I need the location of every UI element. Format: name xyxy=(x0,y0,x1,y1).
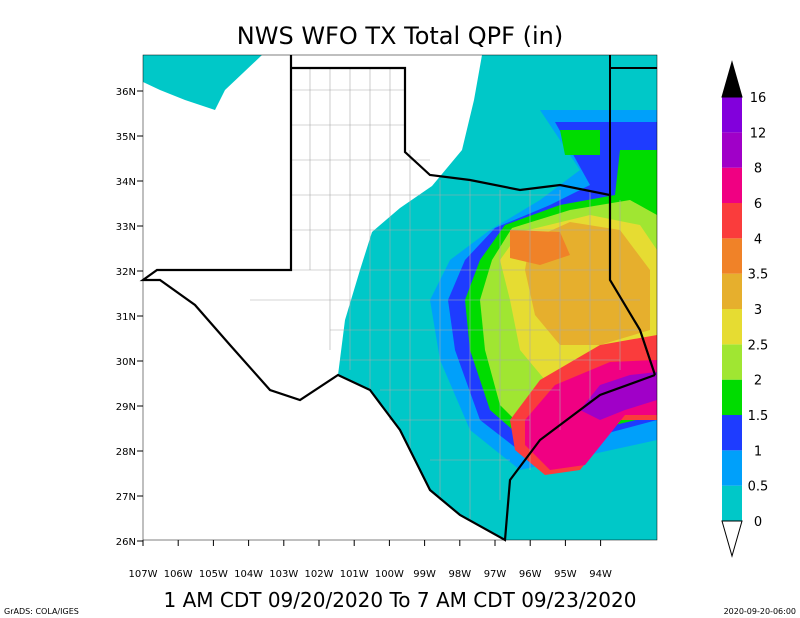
timestamp: 2020-09-20-06:00 xyxy=(724,607,796,616)
precip-area xyxy=(143,55,262,110)
lon-label: 96W xyxy=(519,569,542,580)
colorbar-label: 12 xyxy=(750,126,767,141)
colorbar-segment xyxy=(722,379,742,415)
lat-label: 33N xyxy=(116,222,136,233)
lon-label: 97W xyxy=(484,569,507,580)
colorbar-segment xyxy=(722,485,742,521)
colorbar-label: 3 xyxy=(754,303,762,318)
precip-area xyxy=(580,372,657,420)
lat-label: 29N xyxy=(116,402,136,413)
colorbar-segment xyxy=(722,273,742,309)
period: 1 AM CDT 09/20/2020 To 7 AM CDT 09/23/20… xyxy=(164,588,637,612)
lon-label: 99W xyxy=(413,569,436,580)
lat-label: 36N xyxy=(116,87,136,98)
lon-label: 103W xyxy=(269,569,298,580)
colorbar-label: 16 xyxy=(750,91,767,106)
colorbar-label: 3.5 xyxy=(748,268,769,283)
colorbar-label: 1.5 xyxy=(748,409,769,424)
lat-label: 32N xyxy=(116,267,136,278)
precip-area xyxy=(560,130,600,155)
lon-label: 107W xyxy=(129,569,158,580)
lat-label: 30N xyxy=(116,357,136,368)
colorbar-segment xyxy=(722,167,742,203)
lon-label: 95W xyxy=(554,569,577,580)
colorbar-segment xyxy=(722,238,742,274)
lon-label: 98W xyxy=(448,569,471,580)
colorbar-label: 2 xyxy=(754,374,762,389)
precip-area xyxy=(510,230,570,265)
colorbar-label: 6 xyxy=(754,197,762,212)
colorbar-label: 8 xyxy=(754,162,762,177)
colorbar-label: 0 xyxy=(754,515,762,530)
colorbar-label: 1 xyxy=(754,444,762,459)
lon-label: 105W xyxy=(199,569,228,580)
colorbar-segment xyxy=(722,309,742,345)
lon-label: 102W xyxy=(305,569,334,580)
map xyxy=(139,54,658,542)
lat-label: 35N xyxy=(116,132,136,143)
lon-label: 106W xyxy=(164,569,193,580)
colorbar-segment xyxy=(722,450,742,486)
lon-labels: 107W 106W 105W 104W 103W 102W 101W 100W 99W 98W 97… xyxy=(129,540,612,580)
lat-label: 26N xyxy=(116,537,136,548)
lat-label: 31N xyxy=(116,312,136,323)
state-border xyxy=(609,55,657,195)
map-frame xyxy=(142,54,658,541)
colorbar-segment xyxy=(722,203,742,239)
lon-label: 101W xyxy=(340,569,369,580)
lon-label: 100W xyxy=(375,569,404,580)
colorbar-label: 4 xyxy=(754,232,762,247)
title: NWS WFO TX Total QPF (in) xyxy=(237,22,563,50)
lat-label: 28N xyxy=(116,447,136,458)
lon-label: 104W xyxy=(234,569,263,580)
colorbar-under xyxy=(721,520,743,558)
credit: GrADS: COLA/IGES xyxy=(4,607,79,616)
colorbar-label: 0.5 xyxy=(748,480,769,495)
colorbar: 0 0.5 1 1.5 2 2.5 3 3.5 4 6 8 12 16 xyxy=(721,60,769,558)
colorbar-segment xyxy=(722,97,742,133)
colorbar-label: 2.5 xyxy=(748,338,769,353)
colorbar-segment xyxy=(722,344,742,380)
colorbar-segment xyxy=(722,415,742,451)
lat-label: 27N xyxy=(116,492,136,503)
lat-labels: 36N 35N 34N 33N 32N 31N 30N 29N 28N 27N 26N xyxy=(116,87,143,548)
lon-label: 94W xyxy=(589,569,612,580)
colorbar-segment xyxy=(722,132,742,168)
county-grid xyxy=(157,68,640,520)
lat-label: 34N xyxy=(116,177,136,188)
colorbar-over xyxy=(721,60,743,98)
